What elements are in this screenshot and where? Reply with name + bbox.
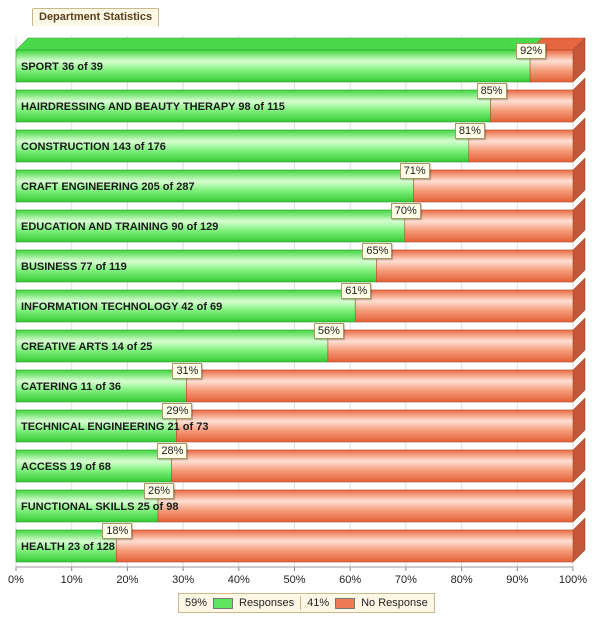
bar-no-response xyxy=(186,369,574,403)
bar-responses xyxy=(15,489,159,523)
legend-label-responses: Responses xyxy=(239,597,295,609)
category-label: FUNCTIONAL SKILLS 25 of 98 xyxy=(21,501,179,513)
data-label: 70% xyxy=(390,203,421,219)
bar-responses xyxy=(15,89,491,123)
bar-no-response xyxy=(157,489,574,523)
legend-pct-responses: 59% xyxy=(185,597,208,609)
legend-swatch-no-response xyxy=(335,597,356,609)
data-label: 29% xyxy=(162,403,193,419)
legend-separator xyxy=(300,596,302,610)
x-tick-label: 50% xyxy=(283,574,306,586)
bar-side-face xyxy=(572,317,586,363)
bar-responses xyxy=(15,449,172,483)
legend-pct-no-response: 41% xyxy=(307,597,330,609)
bar-no-response xyxy=(176,409,574,443)
bar-responses xyxy=(15,249,377,283)
bar-side-face xyxy=(572,277,586,323)
x-tick-label: 80% xyxy=(450,574,473,586)
x-tick-label: 100% xyxy=(558,574,588,586)
category-label: CONSTRUCTION 143 of 176 xyxy=(21,141,166,153)
category-label: CREATIVE ARTS 14 of 25 xyxy=(21,341,153,353)
bar-side-face xyxy=(572,437,586,483)
x-tick-label: 40% xyxy=(227,574,250,586)
data-label: 85% xyxy=(476,83,507,99)
data-label: 26% xyxy=(144,483,175,499)
category-label: CRAFT ENGINEERING 205 of 287 xyxy=(21,181,195,193)
bar-top-face-responses xyxy=(15,37,543,51)
category-label: TECHNICAL ENGINEERING 21 of 73 xyxy=(21,421,209,433)
bar-no-response xyxy=(376,249,574,283)
x-tick-label: 30% xyxy=(172,574,195,586)
bar-side-face xyxy=(572,117,586,163)
data-label: 18% xyxy=(102,523,133,539)
bar-no-response xyxy=(171,449,574,483)
x-tick-label: 70% xyxy=(394,574,417,586)
bar-side-face xyxy=(572,157,586,203)
data-label: 71% xyxy=(399,163,430,179)
bar-side-face xyxy=(572,237,586,283)
data-label: 65% xyxy=(362,243,393,259)
data-label: 56% xyxy=(313,323,344,339)
category-label: HEALTH 23 of 128 xyxy=(21,541,115,553)
bar-responses xyxy=(15,369,187,403)
bar-responses xyxy=(15,329,329,363)
x-tick-label: 20% xyxy=(116,574,139,586)
bar-responses xyxy=(15,289,356,323)
bar-side-face xyxy=(572,197,586,243)
bar-no-response xyxy=(327,329,574,363)
category-label: BUSINESS 77 of 119 xyxy=(21,261,127,273)
bar-responses xyxy=(15,169,414,203)
category-label: CATERING 11 of 36 xyxy=(21,381,122,393)
bar-side-face xyxy=(572,357,586,403)
bar-no-response xyxy=(468,129,574,163)
category-label: ACCESS 19 of 68 xyxy=(21,461,111,473)
bar-side-face xyxy=(572,397,586,443)
legend: 59% Responses 41% No Response xyxy=(178,593,435,613)
x-tick-label: 60% xyxy=(339,574,362,586)
bar-side-face xyxy=(572,77,586,123)
x-tick-label: 90% xyxy=(506,574,529,586)
chart-title: Department Statistics xyxy=(32,8,160,26)
bar-responses xyxy=(15,209,406,243)
x-tick-label: 0% xyxy=(8,574,24,586)
bar-responses xyxy=(15,529,117,563)
bar-side-face xyxy=(572,517,586,563)
category-label: INFORMATION TECHNOLOGY 42 of 69 xyxy=(21,301,223,313)
data-label: 81% xyxy=(454,123,485,139)
bar-no-response xyxy=(354,289,574,323)
bar-no-response xyxy=(413,169,574,203)
category-label: HAIRDRESSING AND BEAUTY THERAPY 98 of 11… xyxy=(21,101,285,113)
bar-side-face xyxy=(572,477,586,523)
data-label: 61% xyxy=(341,283,372,299)
data-label: 31% xyxy=(172,363,203,379)
data-label: 92% xyxy=(516,43,547,59)
data-label: 28% xyxy=(157,443,188,459)
legend-swatch-responses xyxy=(213,597,234,609)
legend-label-no-response: No Response xyxy=(361,597,428,609)
bar-no-response xyxy=(115,529,574,563)
bar-no-response xyxy=(404,209,574,243)
category-label: SPORT 36 of 39 xyxy=(21,61,103,73)
category-label: EDUCATION AND TRAINING 90 of 129 xyxy=(21,221,219,233)
bar-responses xyxy=(15,129,470,163)
x-tick-label: 10% xyxy=(60,574,83,586)
